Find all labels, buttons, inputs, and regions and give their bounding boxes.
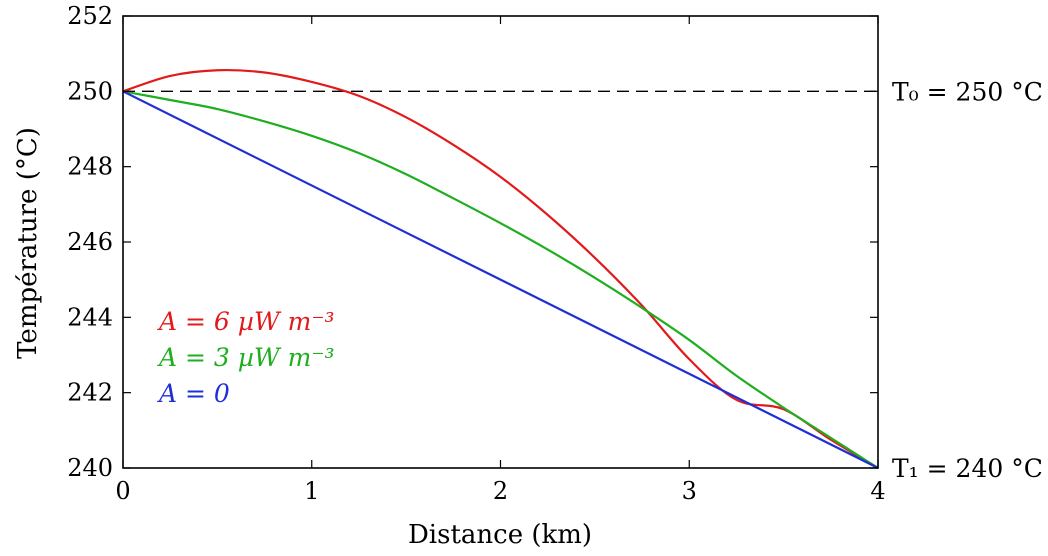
x-tick-label: 2 (493, 477, 508, 505)
x-tick-label: 3 (682, 477, 697, 505)
legend-entry-2: A = 0 (157, 379, 230, 408)
x-tick-label: 1 (304, 477, 319, 505)
y-tick-label: 244 (67, 303, 113, 331)
series-line-2 (122, 90, 879, 469)
x-tick-label: 4 (870, 477, 885, 505)
annotation-0: T₀ = 250 °C (892, 77, 1043, 106)
y-tick-label: 246 (67, 228, 113, 256)
y-tick-label: 240 (67, 454, 113, 482)
annotation-1: T₁ = 240 °C (892, 454, 1043, 483)
legend-entry-0: A = 6 µW m⁻³ (157, 307, 335, 336)
y-tick-label: 242 (67, 379, 113, 407)
series-line-1 (122, 90, 879, 469)
series-line-0 (122, 68, 879, 469)
legend-entry-1: A = 3 µW m⁻³ (157, 343, 335, 372)
y-tick-label: 248 (67, 153, 113, 181)
y-axis-label: Température (°C) (13, 127, 43, 359)
plot-frame (122, 15, 879, 469)
y-tick-label: 250 (67, 77, 113, 105)
plot-area: 0 1 2 3 4 240 242 244 246 248 250 252 T₀ = 250 °C T₁ … (67, 2, 1043, 505)
x-axis-label: Distance (km) (408, 520, 592, 550)
x-tick-label: 0 (115, 477, 130, 505)
y-tick-label: 252 (67, 2, 113, 30)
